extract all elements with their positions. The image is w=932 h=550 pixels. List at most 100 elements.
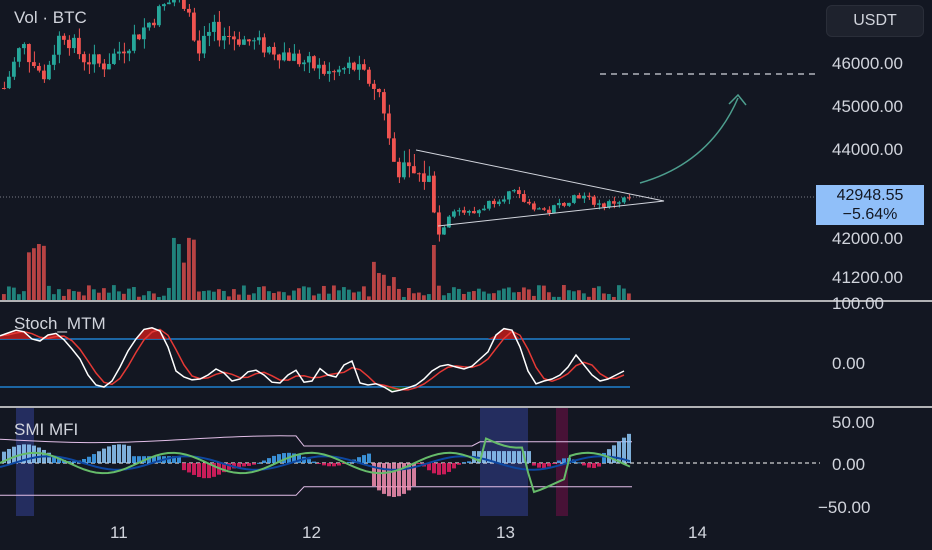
candle: [547, 209, 551, 213]
date-tick: 11: [110, 523, 128, 542]
candle: [77, 37, 81, 55]
smi-hist-bar: [72, 461, 76, 463]
smi-hist-bar: [582, 463, 586, 466]
volume-bar: [112, 285, 116, 300]
volume-bar: [592, 287, 596, 300]
candle: [532, 203, 536, 210]
candle: [382, 92, 386, 114]
volume-bar: [622, 288, 626, 300]
volume-bar: [497, 290, 501, 300]
volume-bar: [122, 293, 126, 300]
candle: [342, 68, 346, 70]
candle: [32, 62, 36, 66]
smi-hist-bar: [277, 454, 281, 463]
candle: [377, 88, 381, 93]
volume-bar: [67, 289, 71, 300]
last-price-change: −5.64%: [842, 206, 898, 223]
smi-hist-bar: [452, 463, 456, 469]
candle: [192, 12, 196, 41]
candle: [107, 63, 111, 70]
smi-hist-bar: [267, 458, 271, 463]
candle: [522, 194, 526, 202]
volume-bar: [307, 287, 311, 300]
volume-bar: [392, 277, 396, 300]
volume-bar: [342, 287, 346, 300]
candle: [217, 21, 221, 41]
smi-hist-bar: [427, 463, 431, 471]
volume-bar: [197, 291, 201, 300]
candle: [477, 210, 481, 214]
candle: [27, 44, 31, 63]
candle: [557, 202, 561, 206]
date-tick: 12: [302, 523, 321, 542]
candle: [337, 69, 341, 73]
smi-hist-bar: [32, 445, 36, 463]
volume-bar: [232, 289, 236, 300]
candle: [272, 46, 276, 55]
smi-hist-bar: [387, 463, 391, 497]
smi-hist-bar: [222, 463, 226, 473]
candle: [542, 208, 546, 210]
candle: [287, 52, 291, 61]
volume-bar: [262, 286, 266, 300]
volume-bar: [272, 293, 276, 300]
volume-bar: [457, 288, 461, 300]
smi-hist-bar: [402, 463, 406, 494]
smi-hist-bar: [257, 462, 261, 464]
candle: [577, 195, 581, 199]
currency-button[interactable]: USDT: [826, 5, 924, 37]
smi-hist-bar: [127, 445, 131, 463]
smi-hist-bar: [117, 444, 121, 463]
smi-hist-bar: [237, 463, 241, 469]
volume-bar: [312, 295, 316, 300]
volume-bar: [162, 295, 166, 300]
smi-hist-bar: [317, 463, 321, 464]
smi-hist-bar: [247, 463, 251, 466]
smi-hist-bar: [602, 452, 606, 463]
volume-bar: [537, 285, 541, 300]
candle: [137, 34, 141, 40]
volume-bar: [467, 291, 471, 300]
volume-bar: [427, 294, 431, 300]
price-tick: 41200.00: [832, 268, 903, 287]
volume-bar: [527, 289, 531, 300]
smi-hist-bar: [17, 445, 21, 463]
smi-hist-bar: [292, 453, 296, 463]
volume-bar: [207, 290, 211, 300]
candle: [587, 195, 591, 197]
volume-bar: [557, 296, 561, 300]
candle: [172, 0, 176, 3]
volume-bar: [107, 292, 111, 300]
volume-bar: [442, 295, 446, 300]
smi-hist-bar: [52, 455, 56, 463]
volume-bar: [157, 296, 161, 300]
volume-bar: [487, 293, 491, 300]
volume-bar: [42, 245, 46, 300]
volume-bar: [92, 289, 96, 300]
smi-hist-bar: [107, 446, 111, 463]
candle: [612, 201, 616, 204]
smi-tick: −50.00: [818, 498, 871, 517]
stoch-signal-line: [0, 328, 625, 391]
smi-hist-bar: [612, 445, 616, 463]
volume-bar: [7, 286, 11, 300]
smi-hist-bar: [177, 456, 181, 463]
stoch-pane: [0, 327, 630, 393]
smi-hist-bar: [507, 451, 511, 463]
volume-bar: [507, 287, 511, 300]
volume-bar: [417, 292, 421, 300]
smi-hist-bar: [597, 463, 601, 467]
smi-signal-line: [0, 455, 631, 471]
smi-hist-bar: [182, 463, 186, 471]
candle: [357, 64, 361, 70]
stoch-tick: 100.00: [832, 294, 884, 313]
candle: [142, 27, 146, 40]
smi-hist-bar: [167, 456, 171, 463]
date-tick: 13: [496, 523, 515, 542]
smi-hist-bar: [147, 456, 151, 463]
smi-hist-bar: [587, 463, 591, 468]
candle: [47, 64, 51, 80]
volume-bar: [227, 296, 231, 300]
volume-bar: [372, 261, 376, 300]
